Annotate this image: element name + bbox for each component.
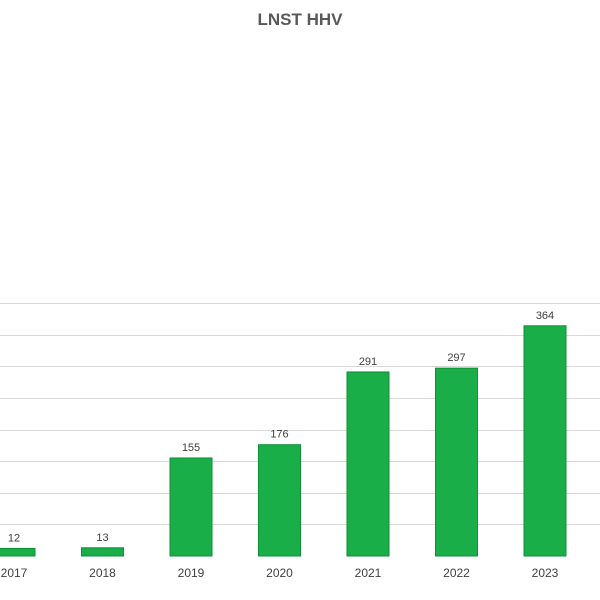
bars <box>0 325 567 557</box>
data-label-2023: 364 <box>536 310 554 322</box>
bar-2022 <box>435 367 478 557</box>
x-axis-ticks: 2017 2018 2019 2020 2021 2022 2023 <box>1 566 559 580</box>
data-label-2020: 176 <box>270 429 288 441</box>
chart-title: LNST HHV <box>257 10 343 29</box>
x-tick-label-2017: 2017 <box>1 566 28 580</box>
data-label-2019: 155 <box>182 442 200 454</box>
bar-2019 <box>169 457 213 557</box>
bar-2020 <box>258 444 301 557</box>
data-label-2021: 291 <box>359 356 377 368</box>
bar-2017 <box>0 547 36 557</box>
bar-2021 <box>346 371 390 557</box>
data-label-2022: 297 <box>447 352 465 364</box>
x-tick-label-2023: 2023 <box>532 566 559 580</box>
x-tick-label-2020: 2020 <box>266 566 293 580</box>
x-tick-label-2018: 2018 <box>89 566 116 580</box>
bar-2023 <box>523 325 567 557</box>
data-labels: 12 13 155 176 291 297 364 <box>8 310 554 545</box>
x-tick-label-2021: 2021 <box>355 566 382 580</box>
x-tick-label-2019: 2019 <box>178 566 205 580</box>
data-label-2017: 12 <box>8 532 20 544</box>
x-tick-label-2022: 2022 <box>443 566 470 580</box>
data-label-2018: 13 <box>96 532 108 544</box>
bar-2018 <box>81 547 124 557</box>
